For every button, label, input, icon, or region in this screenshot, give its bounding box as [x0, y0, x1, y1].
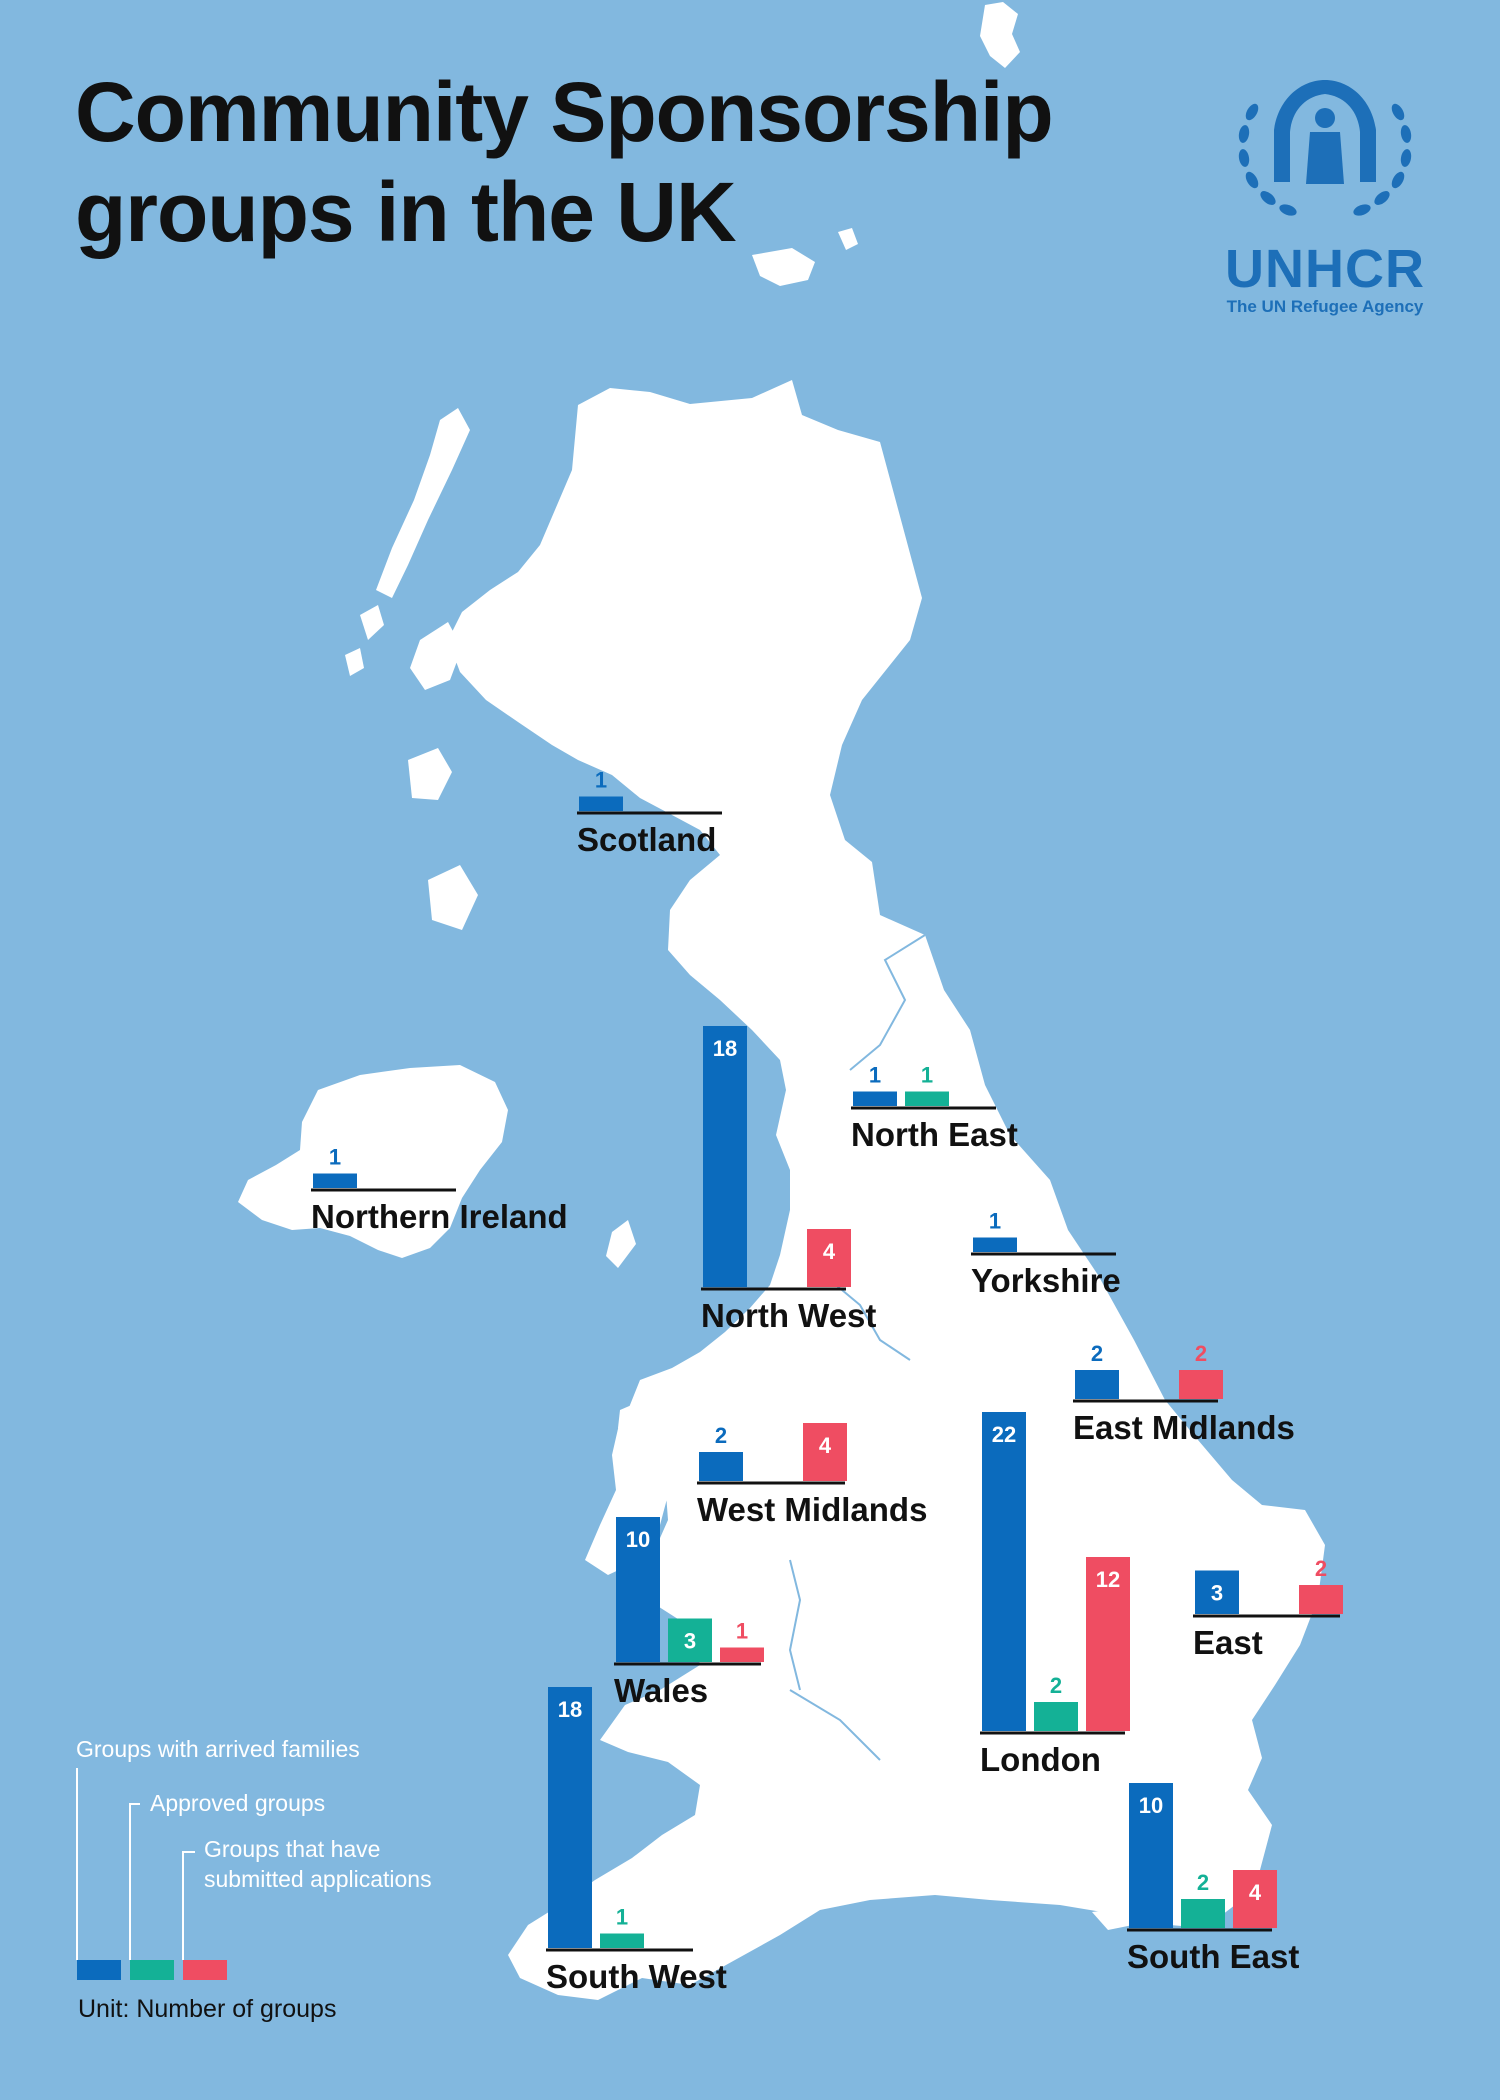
legend-swatch-approved — [130, 1960, 174, 1980]
east-midlands-label: East Midlands — [1073, 1409, 1295, 1446]
south-west-value-approved: 1 — [616, 1905, 628, 1930]
legend-label-arrived: Groups with arrived families — [76, 1736, 360, 1762]
south-west-bar-arrived — [548, 1687, 592, 1948]
london-value-arrived: 22 — [992, 1422, 1016, 1447]
north-west-bar-submitted — [807, 1229, 851, 1287]
south-west-value-arrived: 18 — [558, 1697, 582, 1722]
london-value-approved: 2 — [1050, 1673, 1062, 1698]
london-value-submitted: 12 — [1096, 1567, 1120, 1592]
northern-ireland-value-arrived: 1 — [329, 1145, 341, 1170]
south-east-bar-submitted — [1233, 1870, 1277, 1928]
scotland-bar-arrived — [579, 796, 623, 811]
north-east-bar-approved — [905, 1091, 949, 1106]
northern-ireland-label: Northern Ireland — [311, 1198, 568, 1235]
east-bar-submitted — [1299, 1585, 1343, 1614]
legend-label-submitted-2: submitted applications — [204, 1866, 432, 1892]
orkney-islands — [752, 248, 815, 286]
northern-ireland-bar-arrived — [313, 1173, 357, 1188]
wales-value-approved: 3 — [684, 1629, 696, 1654]
wales-bar-approved — [668, 1618, 712, 1662]
east-bar-arrived — [1195, 1570, 1239, 1614]
wales-value-arrived: 10 — [626, 1527, 650, 1552]
south-east-bar-approved — [1181, 1899, 1225, 1928]
wales-bar-arrived — [616, 1517, 660, 1662]
north-east-value-approved: 1 — [921, 1063, 933, 1088]
scotland-value-arrived: 1 — [595, 768, 607, 793]
west-midlands-label: West Midlands — [697, 1491, 927, 1528]
london-bar-arrived — [982, 1412, 1026, 1731]
outer-hebrides — [376, 408, 470, 598]
east-midlands-value-submitted: 2 — [1195, 1341, 1207, 1366]
north-west-value-arrived: 18 — [713, 1036, 737, 1061]
logo-wordmark: UNHCR — [1225, 239, 1425, 299]
unhcr-logo: UNHCR The UN Refugee Agency — [1205, 72, 1445, 317]
unhcr-emblem-icon — [1238, 80, 1412, 216]
yorkshire-label: Yorkshire — [971, 1262, 1121, 1299]
east-midlands-bar-submitted — [1179, 1370, 1223, 1399]
east-value-arrived: 3 — [1211, 1581, 1223, 1606]
wales-value-submitted: 1 — [736, 1619, 748, 1644]
north-west-value-submitted: 4 — [823, 1239, 836, 1264]
london-label: London — [980, 1741, 1101, 1778]
isle-of-man — [606, 1220, 636, 1268]
unit-note: Unit: Number of groups — [78, 1995, 337, 2023]
south-east-bar-arrived — [1129, 1783, 1173, 1928]
west-midlands-value-arrived: 2 — [715, 1423, 727, 1448]
east-midlands-bar-arrived — [1075, 1370, 1119, 1399]
east-label: East — [1193, 1624, 1263, 1661]
south-east-value-approved: 2 — [1197, 1870, 1209, 1895]
south-east-value-arrived: 10 — [1139, 1793, 1163, 1818]
yorkshire-bar-arrived — [973, 1237, 1017, 1252]
northern-ireland — [238, 1065, 508, 1258]
title-line-2: groups in the UK — [75, 165, 737, 259]
legend-swatch-arrived — [77, 1960, 121, 1980]
page-title: Community Sponsorship groups in the UK — [75, 62, 1054, 262]
east-midlands-value-arrived: 2 — [1091, 1341, 1103, 1366]
west-midlands-bar-arrived — [699, 1452, 743, 1481]
wales-label: Wales — [614, 1672, 708, 1709]
west-midlands-bar-submitted — [803, 1423, 847, 1481]
south-east-label: South East — [1127, 1938, 1299, 1975]
south-west-label: South West — [546, 1958, 727, 1995]
wales-bar-submitted — [720, 1647, 764, 1662]
yorkshire-value-arrived: 1 — [989, 1209, 1001, 1234]
south-west-bar-approved — [600, 1933, 644, 1948]
north-east-value-arrived: 1 — [869, 1063, 881, 1088]
shetland-islands — [980, 2, 1020, 68]
north-east-bar-arrived — [853, 1091, 897, 1106]
anglesey — [618, 1398, 668, 1438]
london-bar-submitted — [1086, 1557, 1130, 1731]
south-east-value-submitted: 4 — [1249, 1880, 1262, 1905]
legend-label-approved: Approved groups — [150, 1790, 326, 1816]
logo-tagline: The UN Refugee Agency — [1226, 297, 1424, 316]
north-west-label: North West — [701, 1297, 876, 1334]
title-line-1: Community Sponsorship — [75, 65, 1054, 159]
legend-label-submitted-1: Groups that have — [204, 1836, 381, 1862]
north-east-label: North East — [851, 1116, 1018, 1153]
west-midlands-value-submitted: 4 — [819, 1433, 832, 1458]
north-west-bar-arrived — [703, 1026, 747, 1287]
east-value-submitted: 2 — [1315, 1556, 1327, 1581]
legend-swatch-submitted — [183, 1960, 227, 1980]
scotland-label: Scotland — [577, 821, 716, 858]
london-bar-approved — [1034, 1702, 1078, 1731]
